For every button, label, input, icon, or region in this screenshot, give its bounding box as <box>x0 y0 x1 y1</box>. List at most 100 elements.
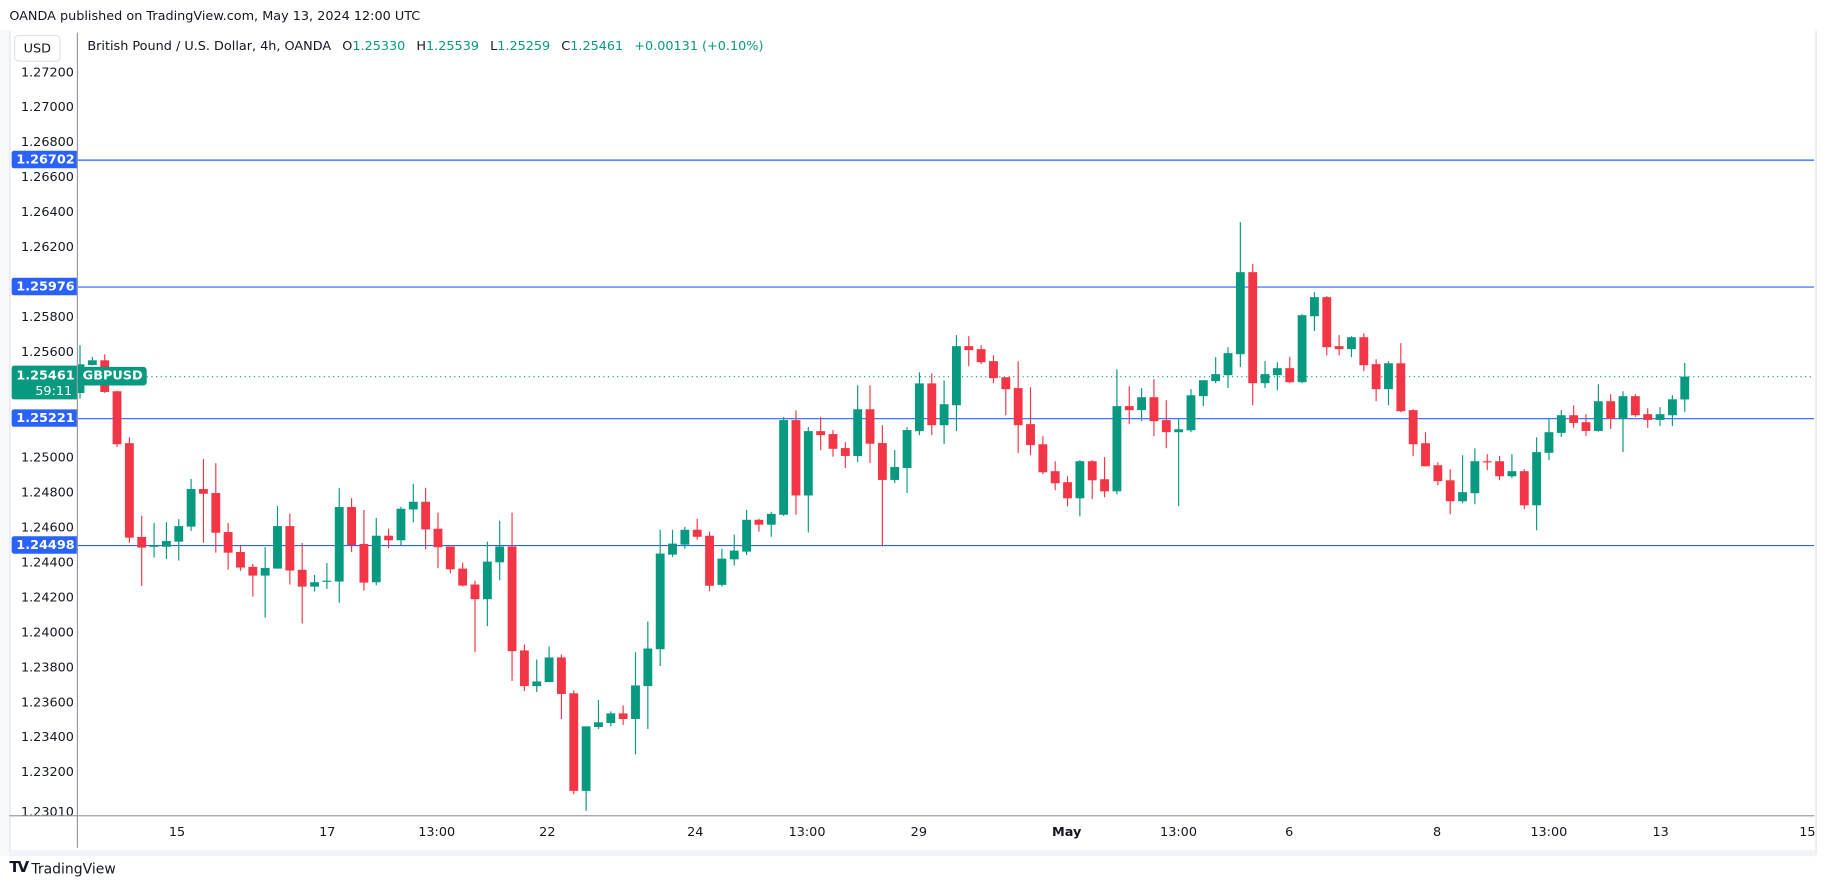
candle-body <box>1532 452 1542 506</box>
candle-body <box>680 529 690 545</box>
candle-down <box>1050 461 1060 491</box>
candle-body <box>1581 422 1591 431</box>
candle-body <box>766 513 776 525</box>
candle-body <box>668 543 677 555</box>
candle-body <box>1655 414 1665 420</box>
candle-body <box>322 580 332 582</box>
candle-up <box>1211 357 1221 384</box>
candle-body <box>1643 414 1653 420</box>
candle-body <box>976 349 986 363</box>
candle-body <box>1297 315 1307 383</box>
candle-body <box>186 489 196 527</box>
candle-down <box>1124 386 1134 425</box>
candle-down <box>1495 456 1505 481</box>
candle-body <box>1445 480 1455 502</box>
candle-up <box>1309 292 1319 332</box>
candle-body <box>1248 272 1258 384</box>
candle-down <box>1581 414 1591 436</box>
candle-body <box>927 383 937 426</box>
chart-pane[interactable] <box>76 33 1815 816</box>
level-price-label: 1.25976 <box>11 277 77 296</box>
candle-up <box>631 652 640 755</box>
candle-body <box>828 434 838 449</box>
candle-up <box>1556 410 1566 437</box>
candle-down <box>211 463 221 553</box>
candle-body <box>359 543 369 583</box>
candle-up <box>1593 384 1603 432</box>
candle-body <box>606 713 616 724</box>
candle-up <box>1532 437 1542 531</box>
candle-body <box>482 561 492 600</box>
candle-up <box>544 646 554 683</box>
candle-down <box>556 654 566 720</box>
y-tick-label: 1.24800 <box>20 484 74 500</box>
candle-down <box>705 531 714 592</box>
candle-down <box>754 518 764 532</box>
candle-down <box>1421 432 1430 467</box>
candle-up <box>1223 347 1233 389</box>
candle-body <box>495 546 505 563</box>
candle-body <box>310 582 319 587</box>
candle-body <box>1075 461 1085 499</box>
candle-body <box>1458 492 1467 502</box>
candle-down <box>840 442 850 469</box>
candle-down <box>1433 462 1443 486</box>
candle-body <box>1507 471 1517 477</box>
candle-down <box>236 545 245 571</box>
candle-up <box>1075 460 1085 517</box>
candle-body <box>199 489 208 494</box>
candle-down <box>1161 400 1171 449</box>
candle-body <box>1593 401 1603 431</box>
candle-up <box>396 506 406 545</box>
candle-body <box>594 722 603 728</box>
y-tick-label: 1.23010 <box>20 804 74 820</box>
candle-up <box>1198 380 1208 407</box>
candle-up <box>1507 454 1517 479</box>
candle-up <box>643 621 653 729</box>
candle-body <box>347 507 356 545</box>
legend-open-label: O <box>342 38 353 54</box>
candle-body <box>371 535 381 583</box>
candle-body <box>643 648 653 687</box>
candle-down <box>137 515 147 586</box>
candle-body <box>260 567 270 576</box>
candle-up <box>1458 455 1467 504</box>
candle-body <box>1569 415 1579 423</box>
candle-body <box>618 713 628 720</box>
candle-down <box>1359 333 1369 372</box>
tradingview-logo-icon: TV <box>9 859 29 877</box>
candle-body <box>124 443 134 538</box>
candle-body <box>149 545 159 547</box>
candle-up <box>495 520 505 581</box>
candle-body <box>87 360 97 366</box>
y-tick-label: 1.26200 <box>20 239 74 255</box>
candle-down <box>692 518 702 540</box>
candle-body <box>1050 471 1060 484</box>
tradingview-logo[interactable]: TV TradingView <box>9 859 116 876</box>
y-tick-label: 1.24400 <box>20 554 74 570</box>
candlestick-chart <box>76 159 1815 811</box>
candle-up <box>902 427 912 493</box>
candle-up <box>890 450 900 483</box>
candle-up <box>766 511 776 537</box>
candle-body <box>1384 363 1393 390</box>
candle-up <box>1667 395 1677 426</box>
current-price-label: 1.25461 59:11 <box>11 366 77 400</box>
candle-up <box>161 522 171 559</box>
x-tick-label: 8 <box>1432 824 1442 840</box>
candle-up <box>939 380 949 445</box>
candle-down <box>569 690 579 795</box>
candle-up <box>1618 391 1628 453</box>
candle-body <box>1260 374 1270 384</box>
candle-body <box>223 532 233 553</box>
level-price-label: 1.26702 <box>11 150 77 169</box>
bar-countdown: 59:11 <box>35 383 73 399</box>
y-tick-label: 1.24200 <box>20 589 74 605</box>
candle-body <box>334 507 344 582</box>
currency-button[interactable]: USD <box>13 34 61 62</box>
candle-down <box>1334 335 1344 356</box>
candle-down <box>1643 408 1653 428</box>
candle-body <box>754 519 764 525</box>
price-axis[interactable]: 1.27200 1.27000 1.26800 1.26600 1.26400 1.262… <box>0 0 77 886</box>
candle-body <box>1680 376 1690 400</box>
